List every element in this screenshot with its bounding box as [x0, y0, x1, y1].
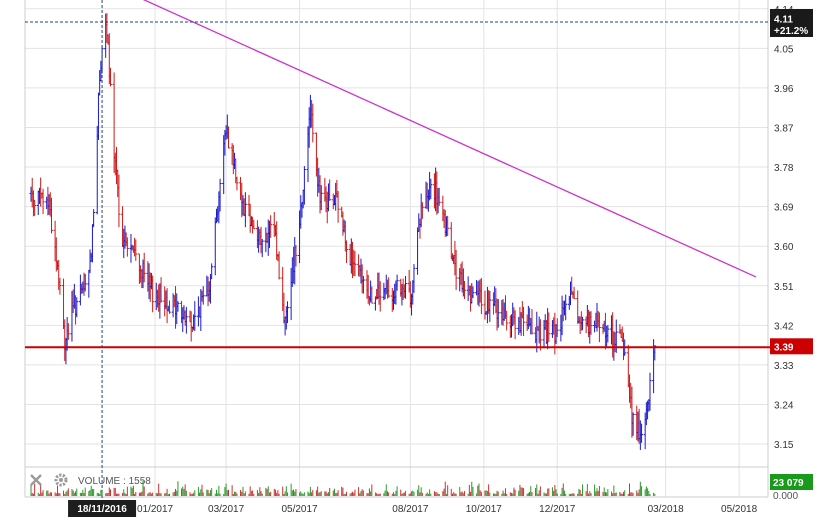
ohlc-bars: [29, 13, 657, 450]
price-tick-label: 3.69: [774, 203, 794, 214]
price-tick-label: 3.60: [774, 242, 794, 253]
price-tick-label: 3.51: [774, 282, 794, 293]
close-icon-stroke: [30, 474, 42, 486]
overlay-lines: [25, 0, 770, 499]
price-tick-label: 3.87: [774, 123, 794, 134]
price-tick-label: 3.24: [774, 400, 794, 411]
gear-icon-hub: [59, 478, 63, 482]
time-tick-label: 05/2017: [281, 504, 318, 515]
cursor-date-label: 18/11/2016: [77, 504, 127, 515]
price-axis: 3.15 3.24 3.33 3.42 3.51 3.60 3.69 3.78 3.87 3.96…: [770, 5, 813, 502]
gear-icon-teeth: [54, 473, 68, 487]
grid: [24, 0, 769, 498]
volume-value-box: [770, 474, 813, 490]
time-tick-label: 03/2018: [648, 504, 685, 515]
current-price-value: 3.39: [774, 342, 794, 353]
price-tick-label: 3.78: [774, 163, 794, 174]
volume-pane: [30, 480, 656, 496]
price-tick-label: 3.42: [774, 321, 794, 332]
close-icon[interactable]: [30, 474, 42, 486]
price-tick-label: 3.96: [774, 84, 794, 95]
last-price-change: +21.2%: [774, 26, 808, 37]
price-tick-label: 3.33: [774, 361, 794, 372]
price-tick-label: 3.15: [774, 440, 794, 451]
cursor-date-box: [68, 500, 137, 517]
time-tick-label: 01/2017: [137, 504, 174, 515]
volume-controls: VOLUME : 1558: [30, 473, 151, 487]
time-tick-label: 08/2017: [392, 504, 429, 515]
time-tick-label: 05/2018: [721, 504, 758, 515]
volume-axis-zero: 0.000: [773, 491, 798, 502]
time-tick-label: 03/2017: [208, 504, 245, 515]
current-price-box: [770, 338, 813, 355]
gear-icon[interactable]: [54, 473, 68, 487]
last-price-box: [770, 8, 813, 37]
time-tick-label: 10/2017: [466, 504, 503, 515]
volume-value: 23 079: [773, 478, 804, 489]
price-tick-label: 4.05: [774, 44, 794, 55]
last-price-value: 4.11: [774, 14, 793, 25]
resistance-trend-line: [142, 0, 757, 278]
time-axis: 01/2017 03/2017 05/2017 08/2017 10/2017 12/20…: [68, 500, 758, 517]
volume-label: VOLUME : 1558: [78, 476, 151, 487]
time-tick-label: 12/2017: [539, 504, 576, 515]
